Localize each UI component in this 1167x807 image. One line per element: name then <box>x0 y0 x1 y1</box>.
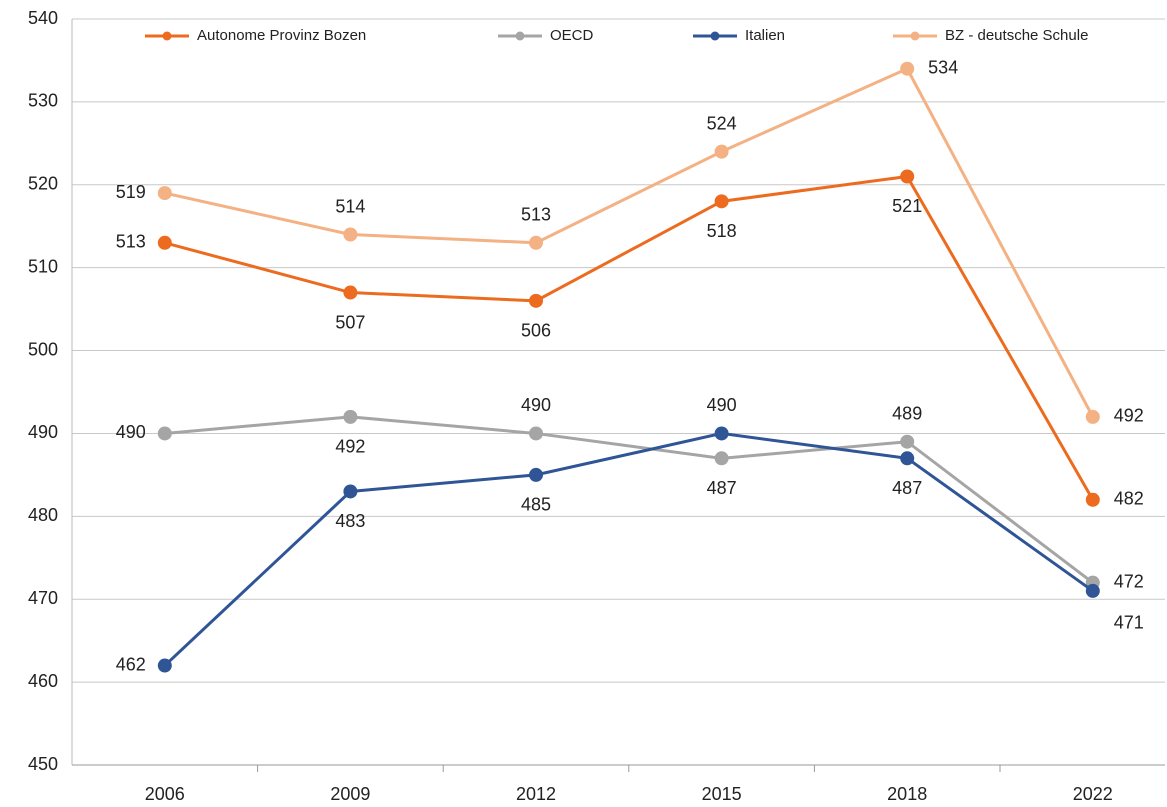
legend-label: Autonome Provinz Bozen <box>197 27 366 44</box>
data-point <box>1085 583 1100 598</box>
data-point <box>343 285 358 300</box>
x-tick-label: 2018 <box>887 784 927 804</box>
data-label: 483 <box>335 511 365 531</box>
y-tick-label: 480 <box>28 505 58 525</box>
legend-marker <box>710 31 720 41</box>
data-label: 492 <box>1114 406 1144 426</box>
data-point <box>714 426 729 441</box>
data-label: 482 <box>1114 489 1144 509</box>
data-point <box>900 169 915 184</box>
data-point <box>157 426 172 441</box>
legend-marker <box>515 31 525 41</box>
data-label: 506 <box>521 321 551 341</box>
data-point <box>157 235 172 250</box>
data-point <box>343 484 358 499</box>
y-tick-label: 500 <box>28 339 58 359</box>
data-point <box>1085 409 1100 424</box>
data-label: 492 <box>335 437 365 457</box>
y-tick-label: 470 <box>28 588 58 608</box>
series-line <box>163 431 1094 667</box>
y-tick-label: 450 <box>28 754 58 774</box>
data-label: 513 <box>521 205 551 225</box>
y-tick-label: 490 <box>28 422 58 442</box>
data-label: 472 <box>1114 571 1144 591</box>
x-tick-label: 2012 <box>516 784 556 804</box>
data-point <box>157 186 172 201</box>
data-point <box>529 293 543 308</box>
x-tick-label: 2009 <box>330 784 370 804</box>
data-point <box>900 61 915 76</box>
y-tick-label: 460 <box>28 671 58 691</box>
data-label: 507 <box>335 312 365 332</box>
data-label: 513 <box>116 232 146 252</box>
data-label: 487 <box>707 478 737 498</box>
data-point <box>900 451 915 466</box>
data-point <box>714 194 729 209</box>
data-label: 521 <box>892 196 922 216</box>
data-point <box>529 426 543 441</box>
data-label: 490 <box>707 395 737 415</box>
data-point <box>529 235 543 250</box>
legend-marker <box>910 31 920 41</box>
data-point <box>157 658 172 673</box>
y-tick-label: 520 <box>28 174 58 194</box>
data-label: 518 <box>707 221 737 241</box>
data-label: 489 <box>892 403 922 423</box>
data-point <box>343 409 358 424</box>
data-label: 487 <box>892 478 922 498</box>
legend-label: BZ - deutsche Schule <box>945 27 1088 44</box>
data-label: 514 <box>335 196 365 216</box>
data-label: 519 <box>116 182 146 202</box>
series-line <box>164 415 1094 584</box>
data-label: 490 <box>521 395 551 415</box>
legend-label: OECD <box>550 27 594 44</box>
series-line <box>164 174 1095 501</box>
x-tick-label: 2022 <box>1073 784 1113 804</box>
legend-marker <box>162 31 172 41</box>
data-label: 471 <box>1114 613 1144 633</box>
data-point <box>529 467 543 482</box>
legend-label: Italien <box>745 27 785 44</box>
data-label: 534 <box>928 57 958 77</box>
x-tick-label: 2015 <box>702 784 742 804</box>
data-label: 524 <box>707 113 737 133</box>
data-point <box>1085 492 1100 507</box>
data-point <box>343 227 358 242</box>
series-line <box>164 66 1095 418</box>
data-point <box>714 451 729 466</box>
data-point <box>900 434 915 449</box>
y-tick-label: 510 <box>28 256 58 276</box>
data-point <box>714 144 729 159</box>
data-label: 462 <box>116 654 146 674</box>
y-tick-label: 540 <box>28 8 58 28</box>
x-tick-label: 2006 <box>145 784 185 804</box>
data-label: 490 <box>116 422 146 442</box>
data-label: 485 <box>521 495 551 515</box>
y-tick-label: 530 <box>28 91 58 111</box>
